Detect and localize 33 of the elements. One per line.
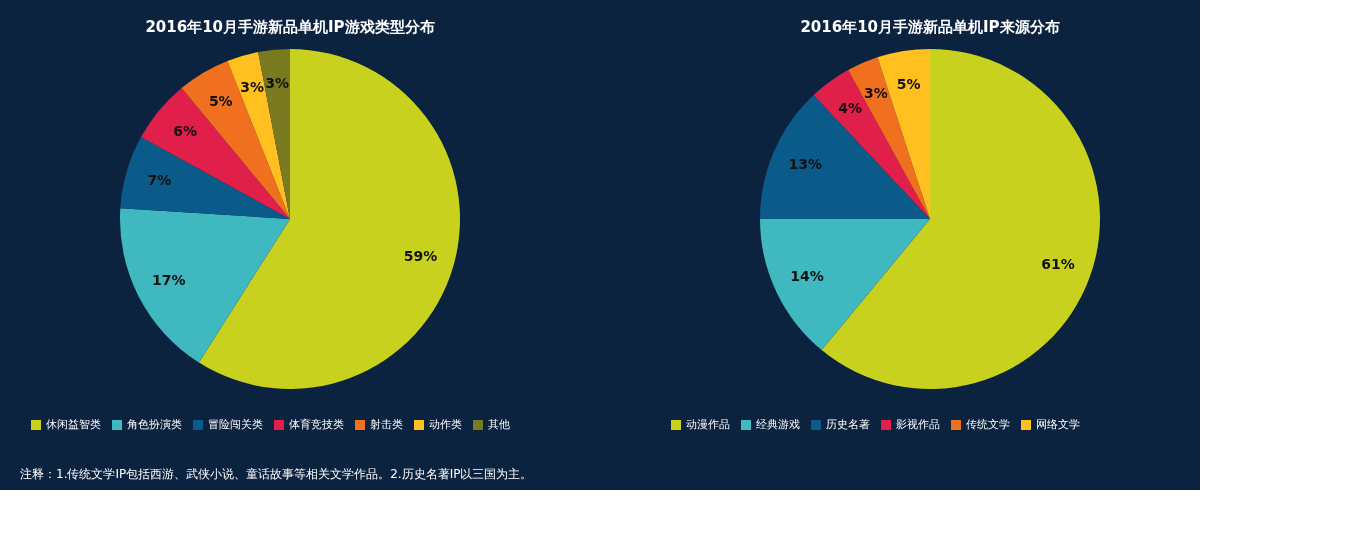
data-label: 3% xyxy=(240,79,264,96)
data-label: 7% xyxy=(147,172,172,189)
legend-label: 角色扮演类 xyxy=(127,418,182,431)
legend-label: 动作类 xyxy=(429,418,462,431)
legend-label: 其他 xyxy=(488,418,510,431)
data-label: 61% xyxy=(1041,256,1075,273)
data-label: 14% xyxy=(790,267,824,284)
pie-slice xyxy=(120,208,290,363)
chart-title: 2016年10月手游新品单机IP来源分布 xyxy=(800,18,1060,36)
data-label: 4% xyxy=(838,99,862,116)
data-label: 17% xyxy=(152,271,186,288)
data-label: 6% xyxy=(173,123,198,140)
pie-slice xyxy=(120,137,290,219)
legend-label: 冒险闯关类 xyxy=(208,418,263,431)
data-label: 3% xyxy=(864,85,888,102)
legend-label: 动漫作品 xyxy=(686,418,730,431)
legend-label: 影视作品 xyxy=(896,418,940,431)
legend-label: 网络文学 xyxy=(1036,418,1080,431)
legend-label: 经典游戏 xyxy=(756,418,800,431)
data-label: 5% xyxy=(896,75,921,92)
legend-label: 休闲益智类 xyxy=(46,418,101,431)
legend-label: 射击类 xyxy=(370,418,403,431)
legend-label: 历史名著 xyxy=(826,418,870,431)
legend-label: 传统文学 xyxy=(966,418,1010,431)
pie-slice xyxy=(198,49,460,389)
data-label: 3% xyxy=(265,74,290,91)
data-label: 5% xyxy=(208,92,233,109)
pie-slice xyxy=(760,219,930,350)
data-label: 59% xyxy=(403,247,438,264)
chart-title: 2016年10月手游新品单机IP游戏类型分布 xyxy=(145,18,435,36)
legend-label: 体育竞技类 xyxy=(289,418,344,431)
data-label: 13% xyxy=(788,155,822,172)
text: 注释：1.传统文学IP包括西游、武侠小说、童话故事等相关文学作品。2.历史名著IP以三国为主。 xyxy=(20,467,533,481)
